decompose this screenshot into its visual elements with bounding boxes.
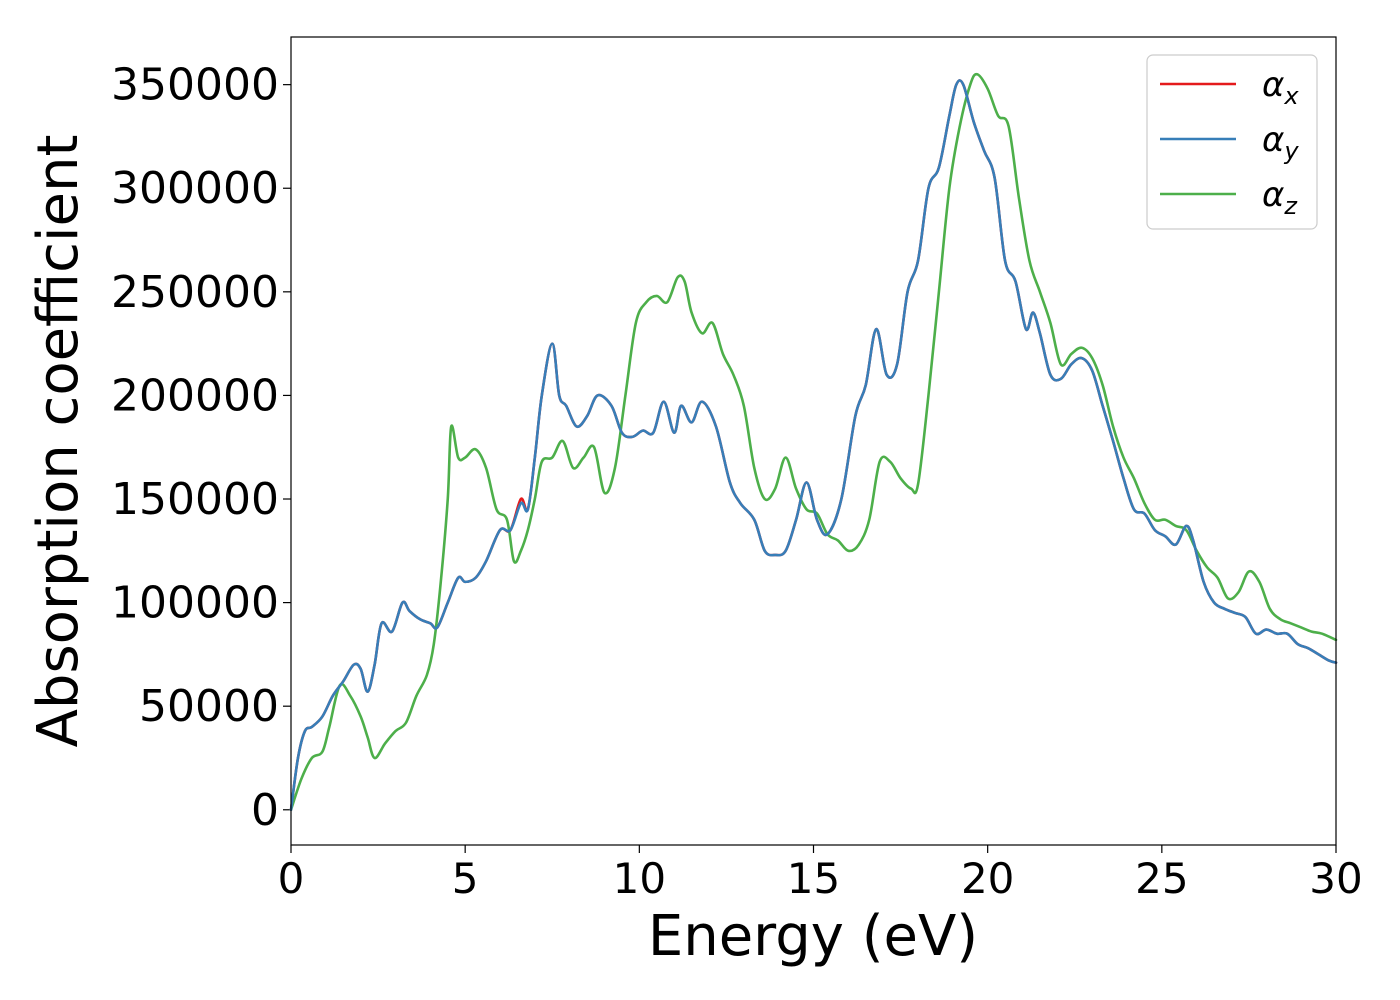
legend-label-alpha-y: αy (1262, 120, 1299, 165)
legend-label-base: α (1262, 65, 1284, 105)
legend-label-subscript: z (1283, 192, 1298, 220)
x-axis-ticks: 0 5 10 15 20 25 30 (278, 845, 1363, 903)
series-line-alpha-z (289, 72, 1338, 812)
y-tick-label: 50000 (139, 681, 279, 732)
legend-label-subscript: x (1283, 82, 1299, 110)
x-tick-label: 25 (1135, 854, 1188, 903)
y-tick-label: 300000 (111, 163, 279, 214)
series-lines (289, 72, 1338, 812)
legend-label-subscript: y (1283, 137, 1299, 165)
y-tick-label: 100000 (111, 578, 279, 629)
legend-label-base: α (1262, 175, 1284, 215)
legend-label-base: α (1262, 120, 1284, 160)
y-tick-label: 200000 (111, 370, 279, 421)
x-axis-title: Energy (eV) (648, 904, 978, 969)
x-tick-label: 5 (452, 854, 479, 903)
x-tick-label: 15 (787, 854, 840, 903)
x-tick-label: 30 (1309, 854, 1362, 903)
series-line-alpha-y (289, 79, 1338, 812)
x-tick-label: 0 (278, 854, 305, 903)
legend-label-alpha-x: αx (1262, 65, 1299, 110)
legend-label-alpha-z: αz (1262, 175, 1298, 220)
y-axis-title: Absorption coefficient (26, 135, 91, 748)
y-tick-label: 350000 (111, 60, 279, 111)
y-axis-ticks: 0 50000 100000 150000 200000 250000 300000 3500… (111, 60, 291, 836)
x-tick-label: 20 (961, 854, 1014, 903)
y-tick-label: 250000 (111, 267, 279, 318)
plot-frame (290, 36, 1337, 846)
y-tick-label: 0 (251, 785, 279, 836)
x-tick-label: 10 (613, 854, 666, 903)
legend-box (1146, 54, 1318, 230)
y-tick-label: 150000 (111, 474, 279, 525)
